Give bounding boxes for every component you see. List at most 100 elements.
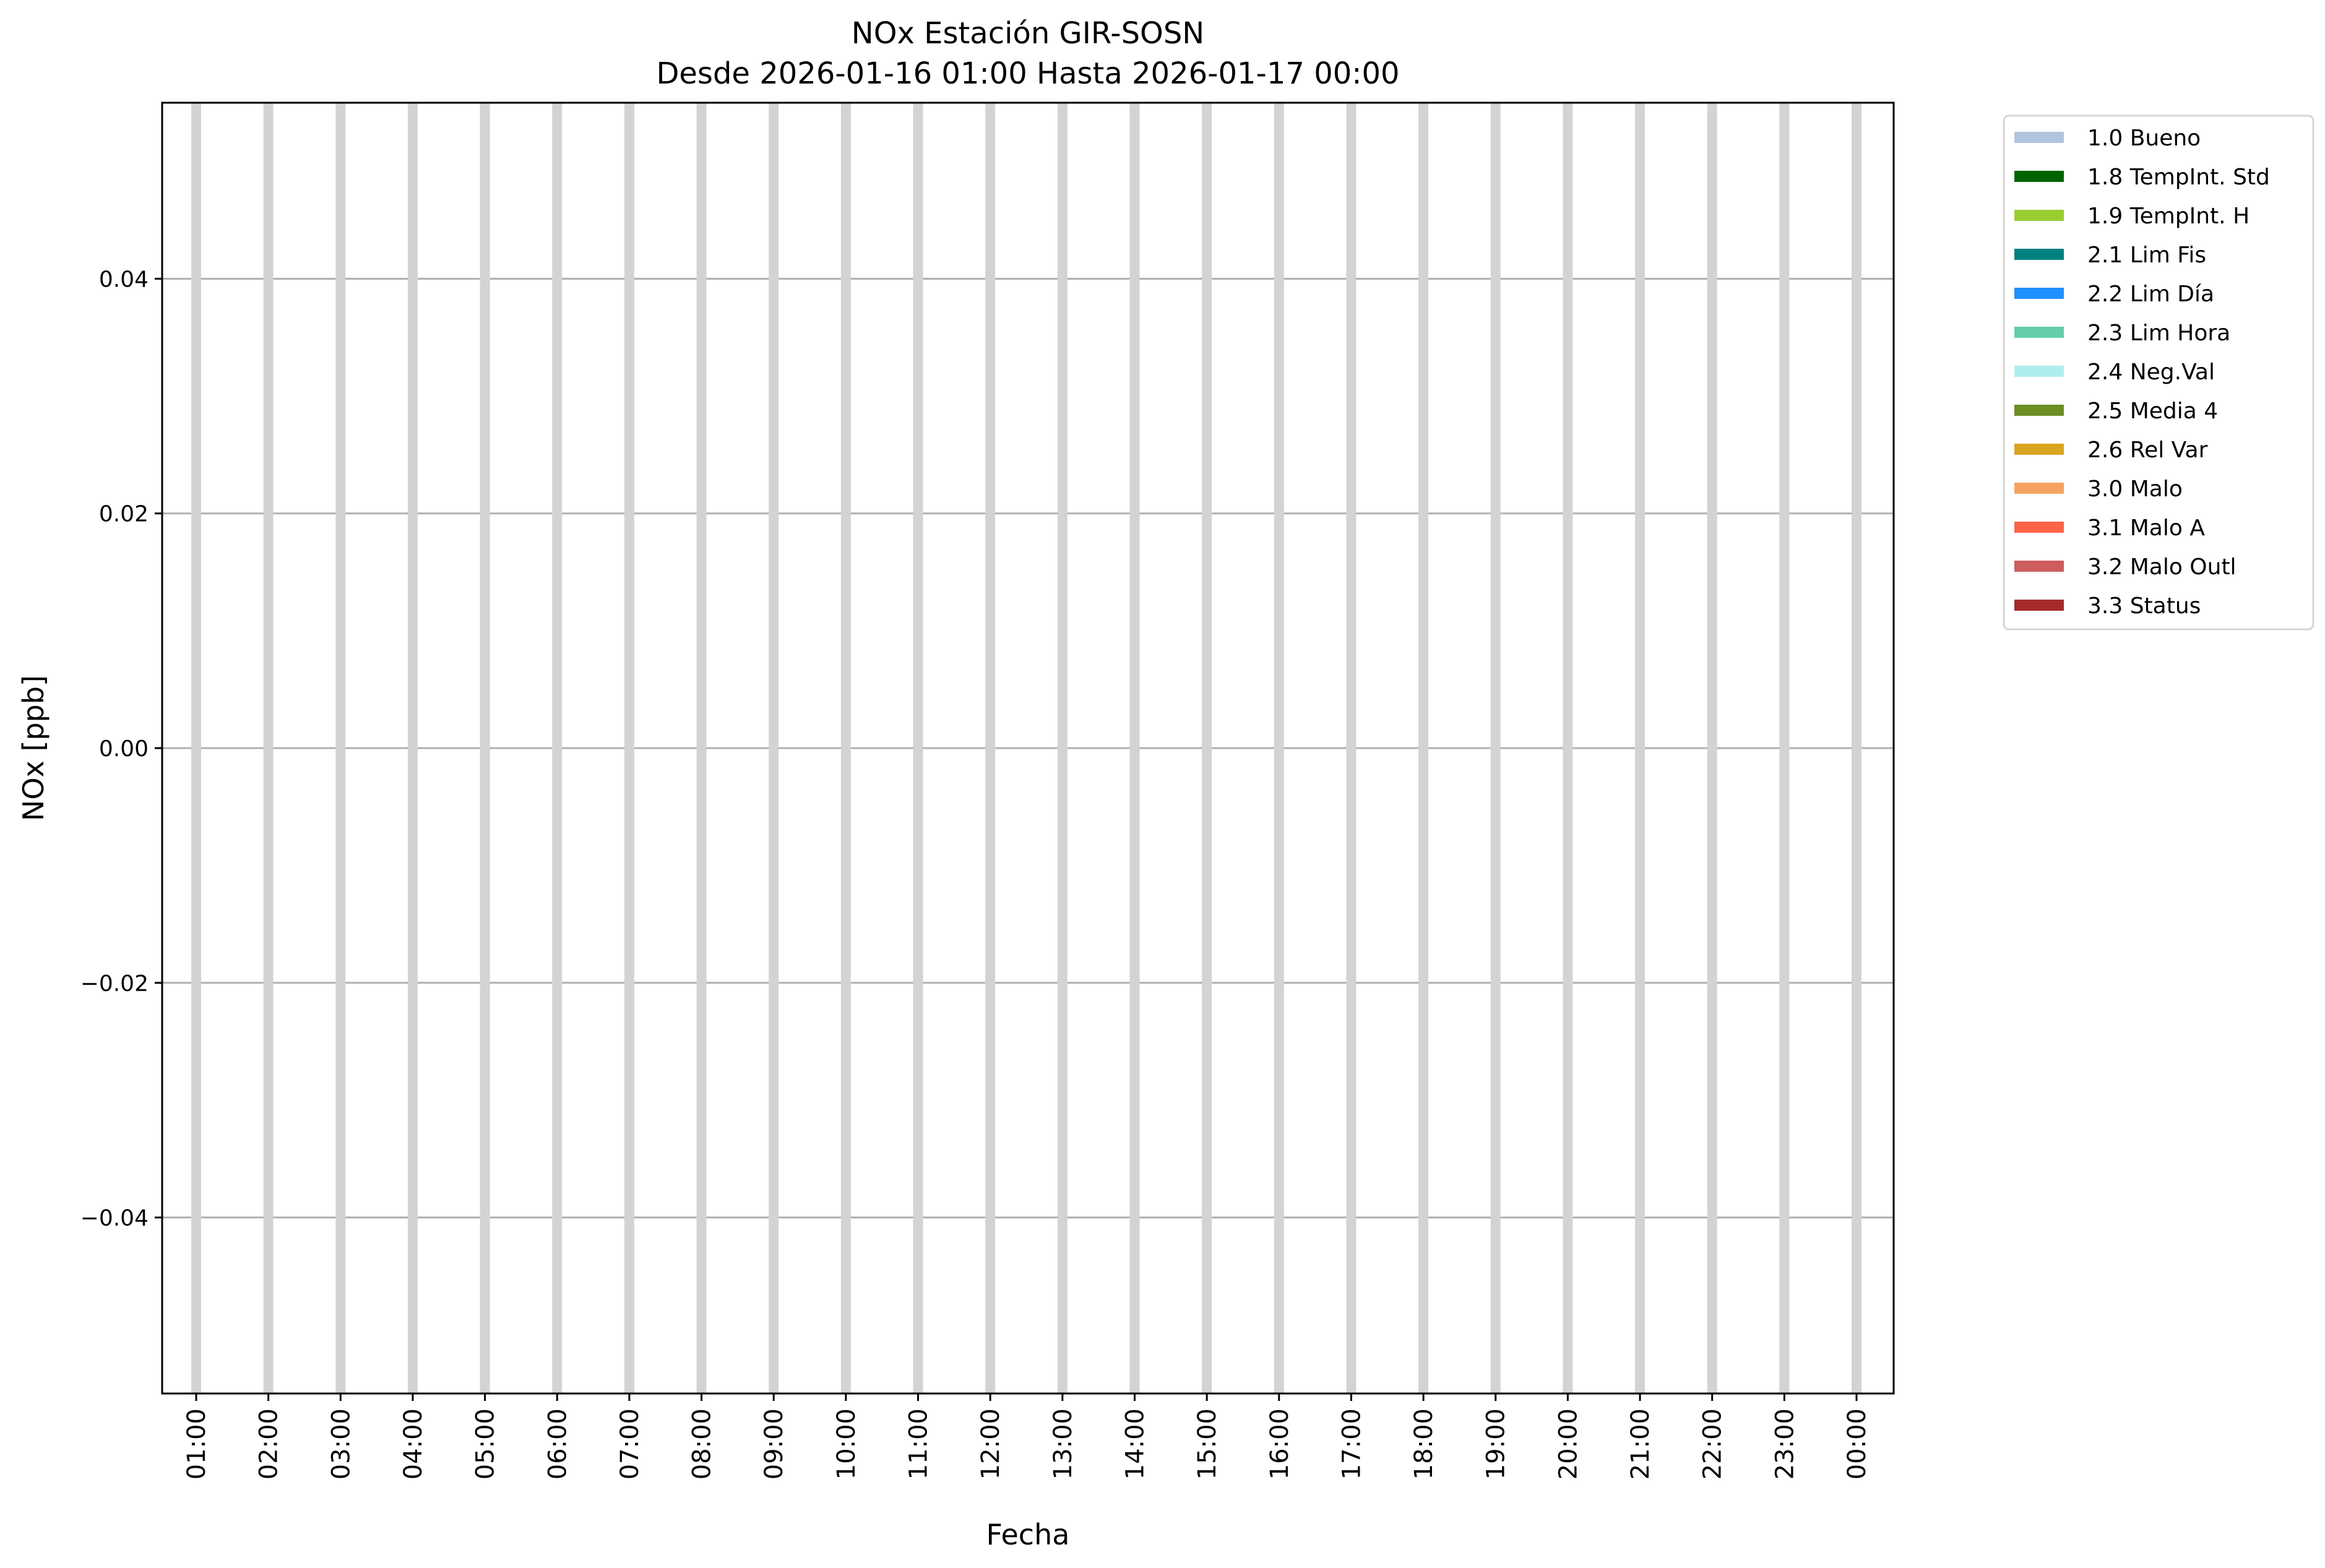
hour-band — [1779, 103, 1790, 1394]
legend-item: 3.0 Malo — [2014, 476, 2183, 502]
legend-swatch — [2014, 288, 2064, 299]
legend-frame — [2003, 114, 2314, 631]
x-axis-label: Fecha — [986, 1518, 1070, 1551]
hour-band — [1707, 103, 1717, 1394]
legend-swatch — [2014, 210, 2064, 221]
legend-swatch — [2014, 561, 2064, 572]
legend-item: 1.9 TempInt. H — [2014, 204, 2250, 229]
hour-band — [985, 103, 996, 1394]
hour-band — [335, 103, 346, 1394]
x-tick-label: 01:00 — [183, 1408, 211, 1480]
x-tick-label: 10:00 — [832, 1408, 861, 1480]
y-tick-label: −0.02 — [80, 971, 149, 996]
hour-band — [191, 103, 201, 1394]
legend-item: 1.0 Bueno — [2014, 126, 2201, 151]
legend-item: 1.8 TempInt. Std — [2014, 165, 2270, 190]
x-tick-label: 21:00 — [1626, 1408, 1655, 1480]
hour-band — [1563, 103, 1573, 1394]
hour-band — [769, 103, 779, 1394]
legend-label: 3.1 Malo A — [2087, 515, 2205, 541]
x-tick-label: 04:00 — [399, 1408, 428, 1480]
y-tick-label: 0.02 — [99, 502, 149, 527]
legend-label: 2.3 Lim Hora — [2087, 321, 2230, 346]
y-axis-label: NOx [ppb] — [17, 675, 50, 821]
legend-label: 3.2 Malo Outl — [2087, 554, 2237, 580]
legend-item: 3.1 Malo A — [2014, 515, 2205, 541]
hour-band — [552, 103, 563, 1394]
x-tick-label: 12:00 — [977, 1408, 1005, 1480]
x-tick-label: 05:00 — [472, 1408, 500, 1480]
legend-item: 3.3 Status — [2014, 593, 2201, 619]
hour-band — [407, 103, 418, 1394]
x-tick-label: 23:00 — [1771, 1408, 1799, 1480]
x-tick-label: 13:00 — [1049, 1408, 1077, 1480]
x-tick-label: 14:00 — [1121, 1408, 1149, 1480]
legend-label: 1.9 TempInt. H — [2087, 204, 2250, 229]
legend-swatch — [2014, 132, 2064, 143]
legend: 1.0 Bueno 1.8 TempInt. Std 1.9 TempInt. H 2… — [2003, 114, 2314, 631]
hour-band — [1057, 103, 1068, 1394]
x-tick-label: 16:00 — [1266, 1408, 1294, 1480]
x-tick-label: 20:00 — [1554, 1408, 1582, 1480]
hour-band — [1418, 103, 1429, 1394]
hour-band — [840, 103, 851, 1394]
legend-item: 2.6 Rel Var — [2014, 437, 2208, 463]
x-tick-label: 06:00 — [543, 1408, 572, 1480]
x-tick-label: 17:00 — [1337, 1408, 1366, 1480]
hour-band — [480, 103, 490, 1394]
hour-band — [1490, 103, 1501, 1394]
y-tick-label: 0.00 — [99, 736, 149, 762]
hour-band — [696, 103, 707, 1394]
legend-label: 2.5 Media 4 — [2087, 398, 2218, 424]
y-tick-label: 0.04 — [99, 267, 149, 292]
legend-swatch — [2014, 600, 2064, 611]
legend-item: 3.2 Malo Outl — [2014, 554, 2237, 580]
x-tick-label: 07:00 — [616, 1408, 644, 1480]
legend-item: 2.3 Lim Hora — [2014, 321, 2230, 346]
x-tick-label: 09:00 — [760, 1408, 788, 1480]
legend-label: 1.0 Bueno — [2087, 126, 2201, 151]
legend-label: 2.1 Lim Fis — [2087, 243, 2206, 268]
hour-band — [263, 103, 274, 1394]
hour-band — [1129, 103, 1140, 1394]
hour-band — [913, 103, 923, 1394]
x-tick-label: 11:00 — [905, 1408, 933, 1480]
legend-item: 2.2 Lim Día — [2014, 282, 2214, 307]
chart-subtitle: Desde 2026-01-16 01:00 Hasta 2026-01-17 … — [656, 56, 1399, 91]
legend-swatch — [2014, 249, 2064, 260]
legend-label: 3.0 Malo — [2087, 476, 2183, 502]
hour-band — [1274, 103, 1284, 1394]
x-tick-label: 15:00 — [1193, 1408, 1222, 1480]
chart-title: NOx Estación GIR-SOSN — [852, 16, 1204, 51]
legend-swatch — [2014, 366, 2064, 377]
x-tick-label: 19:00 — [1482, 1408, 1511, 1480]
x-tick-label: 08:00 — [688, 1408, 717, 1480]
legend-label: 1.8 TempInt. Std — [2087, 165, 2270, 190]
legend-label: 2.2 Lim Día — [2087, 282, 2214, 307]
x-tick-label: 18:00 — [1410, 1408, 1438, 1480]
legend-item: 2.1 Lim Fis — [2014, 243, 2206, 268]
legend-item: 2.4 Neg.Val — [2014, 360, 2215, 385]
x-tick-label: 00:00 — [1843, 1408, 1871, 1480]
hour-band — [1202, 103, 1212, 1394]
hour-band — [1852, 103, 1861, 1394]
legend-swatch — [2014, 327, 2064, 338]
hour-band — [624, 103, 634, 1394]
legend-swatch — [2014, 171, 2064, 182]
legend-swatch — [2014, 444, 2064, 455]
x-axis: 01:00 02:00 03:00 04:00 05:00 06:00 07:00 08:00… — [183, 1394, 1871, 1480]
legend-swatch — [2014, 405, 2064, 416]
y-tick-label: −0.04 — [80, 1206, 149, 1231]
legend-label: 3.3 Status — [2087, 593, 2201, 619]
x-tick-label: 22:00 — [1699, 1408, 1727, 1480]
hour-band — [1635, 103, 1646, 1394]
legend-item: 2.5 Media 4 — [2014, 398, 2218, 424]
x-tick-label: 02:00 — [255, 1408, 283, 1480]
legend-label: 2.4 Neg.Val — [2087, 360, 2215, 385]
hour-bands — [191, 103, 1861, 1394]
legend-swatch — [2014, 522, 2064, 533]
y-axis: −0.04 −0.02 0.00 0.02 0.04 — [80, 267, 162, 1231]
legend-swatch — [2014, 483, 2064, 494]
